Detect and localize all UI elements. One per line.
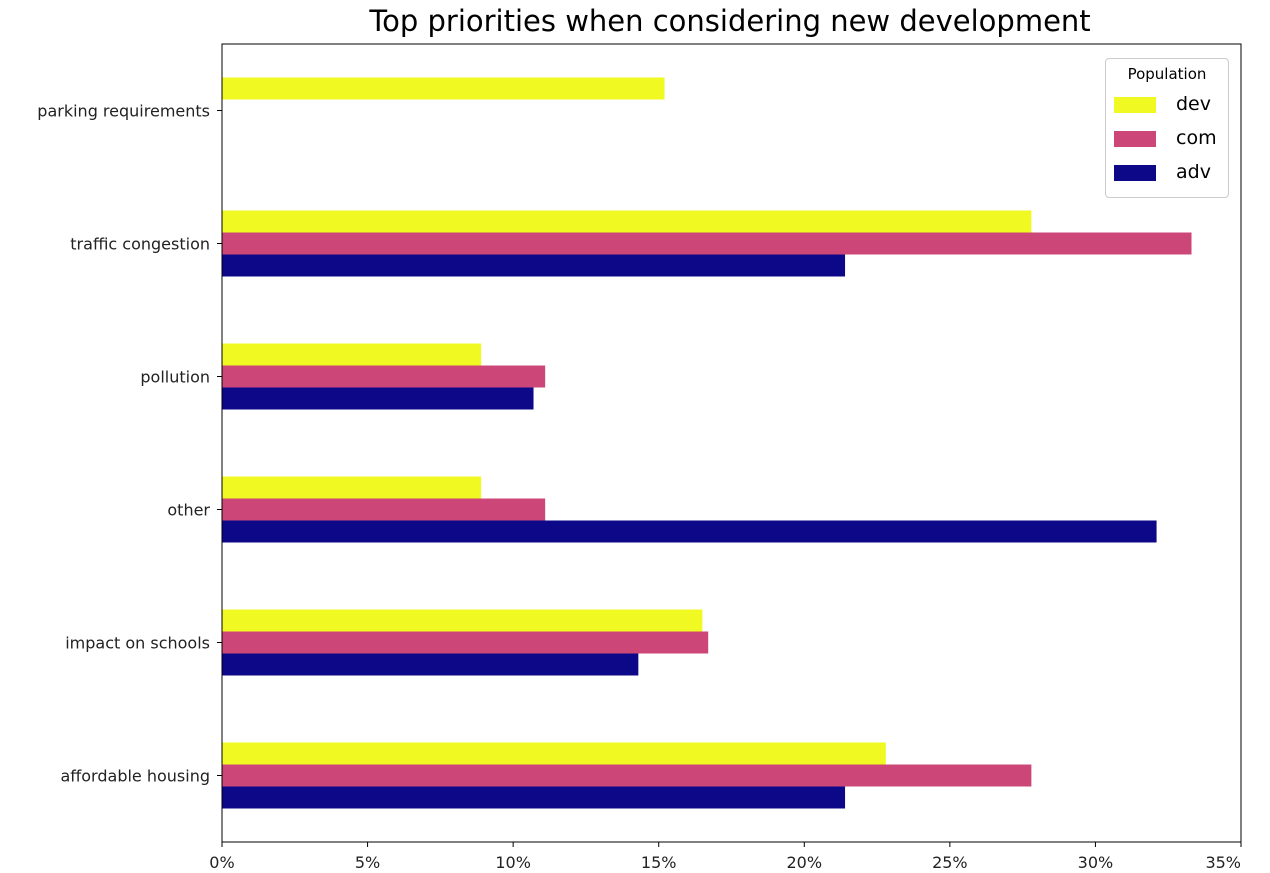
x-tick-label: 35% — [1205, 853, 1241, 872]
x-tick-label: 15% — [641, 853, 677, 872]
legend-swatch — [1114, 131, 1156, 147]
legend-title: Population — [1127, 65, 1207, 83]
bar-com-other — [222, 498, 546, 521]
bar-com-traffic-congestion — [222, 232, 1192, 255]
bar-com-impact-on-schools — [222, 631, 709, 654]
plot-frame — [221, 43, 1242, 843]
bar-adv-impact-on-schools — [222, 653, 639, 676]
bar-dev-pollution — [222, 343, 482, 366]
y-axis: affordable housing impact on schools other… — [37, 102, 222, 786]
bar-adv-other — [222, 520, 1157, 543]
legend-swatch — [1114, 165, 1156, 181]
bar-dev-traffic-congestion — [222, 210, 1032, 233]
bar-com-affordable-housing — [222, 764, 1032, 787]
bar-com-pollution — [222, 365, 546, 388]
x-tick-label: 10% — [495, 853, 531, 872]
legend: Population dev com adv — [1105, 58, 1229, 198]
x-tick-label: 25% — [932, 853, 968, 872]
legend-entry-com: com — [1114, 127, 1224, 151]
legend-entry-dev: dev — [1114, 93, 1224, 117]
chart-title: Top priorities when considering new deve… — [369, 4, 1091, 38]
bar-adv-pollution — [222, 387, 534, 410]
x-axis: 0% 5% 10% 15% 20% 25% 30% 35% — [209, 842, 1242, 872]
y-tick-label: traffic congestion — [70, 235, 210, 254]
legend-entry-adv: adv — [1114, 161, 1224, 185]
bar-dev-affordable-housing — [222, 742, 886, 765]
y-tick-label: other — [167, 501, 210, 520]
y-tick-label: affordable housing — [60, 767, 210, 786]
legend-label: com — [1176, 127, 1217, 149]
legend-swatch — [1114, 97, 1156, 113]
bar-dev-impact-on-schools — [222, 609, 703, 632]
x-tick-label: 5% — [355, 853, 380, 872]
x-tick-label: 20% — [787, 853, 823, 872]
bars-group — [222, 77, 1192, 809]
legend-label: dev — [1176, 93, 1211, 115]
bar-dev-parking-requirements — [222, 77, 665, 100]
bar-dev-other — [222, 476, 482, 499]
legend-label: adv — [1176, 161, 1211, 183]
x-tick-label: 0% — [209, 853, 234, 872]
bar-adv-affordable-housing — [222, 786, 846, 809]
bar-adv-traffic-congestion — [222, 254, 846, 277]
y-tick-label: parking requirements — [37, 102, 210, 121]
y-tick-label: pollution — [140, 368, 210, 387]
y-tick-label: impact on schools — [65, 634, 210, 653]
x-tick-label: 30% — [1078, 853, 1114, 872]
